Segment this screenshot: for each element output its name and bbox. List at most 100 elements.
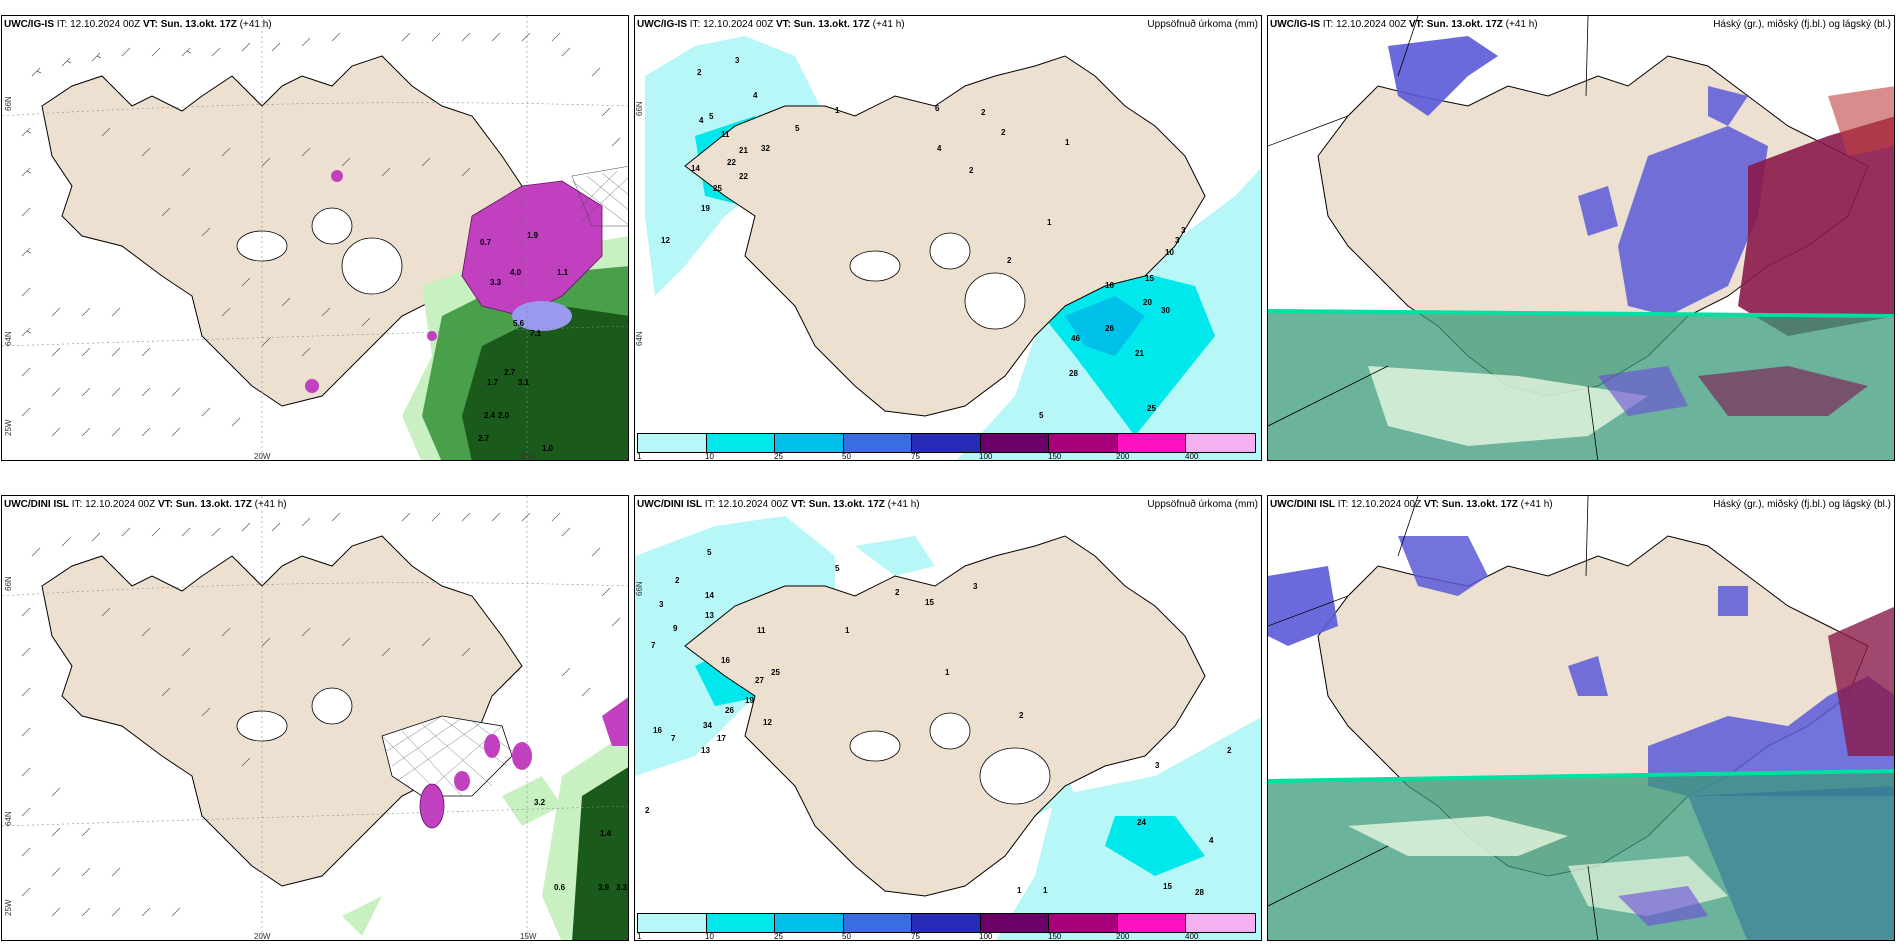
wind-value: 4.0 — [510, 268, 522, 277]
precip-value: 5 — [1039, 411, 1044, 420]
panel-header: UWC/IG-IS IT: 12.10.2024 00Z VT: Sun. 13… — [637, 19, 905, 30]
precip-value: 5 — [707, 548, 712, 557]
wind-value: 0.7 — [480, 238, 492, 247]
wind-value: 2.4 — [484, 411, 496, 420]
precip-value: 3 — [973, 582, 978, 591]
precip-value: 27 — [755, 676, 764, 685]
map-clouds-top — [1268, 16, 1894, 460]
panel-header: UWC/DINI ISL IT: 12.10.2024 00Z VT: Sun.… — [637, 499, 920, 510]
precip-value: 1 — [945, 668, 950, 677]
lat-label-64: 64N — [4, 811, 13, 826]
lon-label-15: 15W — [520, 932, 537, 941]
colorbar-tick: 100 — [979, 452, 993, 461]
colorbar-tick: 150 — [1048, 932, 1062, 941]
colorbar-swatch — [1117, 434, 1186, 452]
wind-barbs — [21, 512, 621, 917]
map-precip-bottom — [635, 516, 1261, 940]
precip-value: 46 — [1071, 334, 1080, 343]
colorbar-swatch — [912, 914, 981, 932]
precip-value: 34 — [703, 721, 712, 730]
precip-value: 3 — [1181, 226, 1186, 235]
precip-value: 4 — [1209, 836, 1214, 845]
precip-value: 12 — [763, 718, 772, 727]
colorbar-tick: 1 — [637, 932, 642, 941]
colorbar-swatch — [638, 914, 707, 932]
precip-value: 30 — [1161, 306, 1170, 315]
wind-value: 3.1 — [518, 378, 530, 387]
precip-value: 2 — [1007, 256, 1012, 265]
colorbar-swatch — [980, 434, 1049, 452]
colorbar-tick: 1 — [637, 452, 642, 461]
wind-value: 3.3 — [616, 883, 628, 892]
precip-value: 19 — [745, 696, 754, 705]
colorbar-tick: 50 — [842, 932, 851, 941]
precip-value: 26 — [1105, 324, 1114, 333]
precip-value: 5 — [795, 124, 800, 133]
lat-label-65: 25W — [4, 419, 13, 436]
precip-value: 3 — [735, 56, 740, 65]
precip-value: 1 — [1047, 218, 1052, 227]
panel-header: UWC/IG-IS IT: 12.10.2024 00Z VT: Sun. 13… — [4, 19, 272, 30]
lat-label-66: 66N — [635, 581, 644, 596]
precip-value: 4 — [937, 144, 942, 153]
panel-title: Uppsöfnuð úrkoma (mm) — [1147, 499, 1258, 510]
panel-precip-bottom: UWC/DINI ISL IT: 12.10.2024 00Z VT: Sun.… — [634, 495, 1262, 941]
wind-value: 2.0 — [498, 411, 510, 420]
precip-value: 15 — [1145, 274, 1154, 283]
colorbar-swatch — [1049, 914, 1118, 932]
precip-value: 2 — [969, 166, 974, 175]
precip-value: 13 — [705, 611, 714, 620]
precip-value: 17 — [717, 734, 726, 743]
panel-title: Háský (gr.), miðský (fj.bl.) og lágský (… — [1713, 499, 1891, 510]
wind-value: 1.7 — [487, 378, 499, 387]
wind-value: 1.0 — [542, 444, 554, 453]
precip-value: 2 — [981, 108, 986, 117]
precip-value: 4 — [753, 91, 758, 100]
precip-value: 14 — [691, 164, 700, 173]
precip-value: 14 — [705, 591, 714, 600]
wind-value: 2.7 — [504, 368, 516, 377]
colorbar-tick: 25 — [774, 452, 783, 461]
precip-value: 28 — [1069, 369, 1078, 378]
colorbar-tick: 100 — [979, 932, 993, 941]
precip-value: 7 — [651, 641, 656, 650]
precip-value: 1 — [1065, 138, 1070, 147]
map-wind-top — [2, 16, 628, 460]
precip-value: 7 — [671, 734, 676, 743]
panel-precip-top: UWC/IG-IS IT: 12.10.2024 00Z VT: Sun. 13… — [634, 15, 1262, 461]
colorbar-swatch — [706, 914, 775, 932]
precip-value: 25 — [1147, 404, 1156, 413]
colorbar-swatch — [1049, 434, 1118, 452]
panel-wind-bottom: UWC/DINI ISL IT: 12.10.2024 00Z VT: Sun.… — [1, 495, 629, 941]
precip-value: 2 — [1227, 746, 1232, 755]
colorbar-swatch — [980, 914, 1049, 932]
precip-value: 2 — [1001, 128, 1006, 137]
map-wind-bottom — [2, 496, 628, 940]
lat-label-65: 64N — [635, 331, 644, 346]
colorbar-swatch — [775, 434, 844, 452]
wind-value: 7.1 — [530, 329, 542, 338]
precip-value: 15 — [1163, 882, 1172, 891]
precip-value: 2 — [675, 576, 680, 585]
colorbar-swatch — [912, 434, 981, 452]
wind-barbs — [21, 32, 621, 437]
precip-value: 3 — [1175, 236, 1180, 245]
precip-value: 11 — [721, 130, 730, 139]
precip-value: 2 — [1019, 711, 1024, 720]
precip-value: 1 — [845, 626, 850, 635]
precip-value: 11 — [757, 626, 766, 635]
wind-value: 2.7 — [478, 434, 490, 443]
colorbar-tick: 200 — [1116, 932, 1130, 941]
map-precip-top — [645, 36, 1261, 460]
wind-value: 1.1 — [557, 268, 569, 277]
lat-label-66: 66N — [4, 576, 13, 591]
colorbar-swatch — [1117, 914, 1186, 932]
wind-value: 1.9 — [527, 231, 539, 240]
wind-value: 5.6 — [513, 319, 525, 328]
precip-value: 10 — [1165, 248, 1174, 257]
lat-label-65: 25W — [4, 899, 13, 916]
precip-value: 26 — [725, 706, 734, 715]
precip-value: 1 — [1017, 886, 1022, 895]
colorbar-tick: 75 — [911, 452, 920, 461]
precip-value: 25 — [771, 668, 780, 677]
